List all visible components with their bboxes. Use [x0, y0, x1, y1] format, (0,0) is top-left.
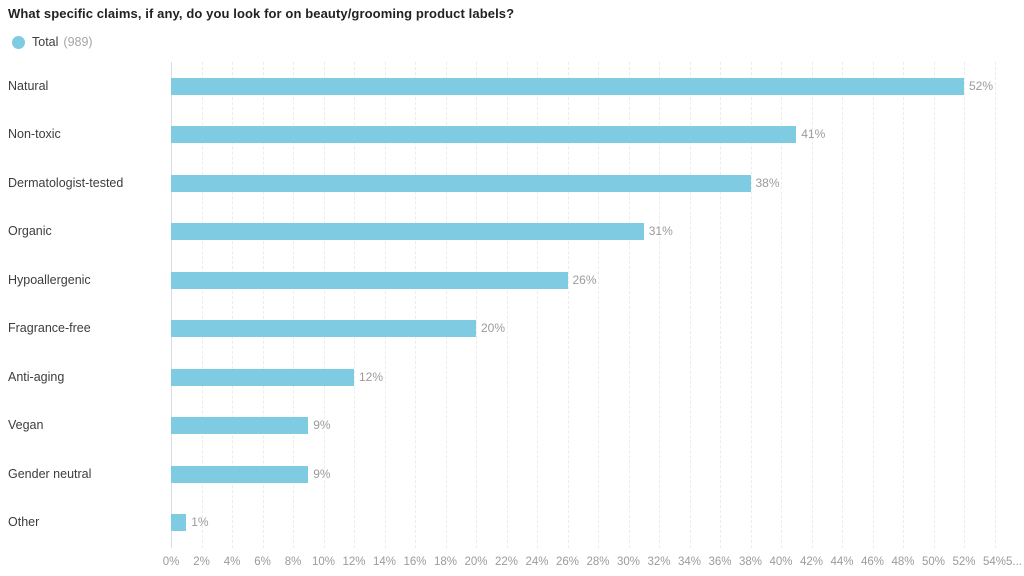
x-tick-label: 34% [677, 556, 702, 568]
bar-value-label: 31% [648, 224, 673, 239]
category-label: Anti-aging [8, 369, 65, 384]
gridline [933, 62, 935, 548]
x-tick-label: 26% [555, 556, 580, 568]
bar[interactable] [171, 514, 187, 532]
category-label: Vegan [8, 418, 44, 433]
gridline [537, 62, 538, 548]
x-tick-label: 14% [372, 556, 397, 568]
bar[interactable] [171, 126, 797, 144]
gridline [415, 62, 416, 548]
gridline [964, 62, 965, 548]
x-tick-label: 52% [952, 556, 976, 568]
category-label: Organic [8, 224, 52, 239]
x-tick-label: 44% [830, 556, 854, 568]
gridline [750, 62, 752, 548]
gridline [659, 62, 660, 548]
bar-value-label: 52% [969, 79, 994, 93]
x-tick-label: 4% [223, 556, 241, 568]
x-tick-label: 20% [464, 556, 488, 568]
legend-count: (989) [63, 35, 93, 49]
legend-label: Total [32, 35, 59, 49]
gridline [903, 62, 904, 548]
category-label: Natural [8, 79, 49, 93]
bar-value-label: 26% [572, 272, 597, 287]
category-label: Hypoallergenic [8, 272, 91, 287]
category-label: Other [8, 515, 40, 530]
x-tick-label: 8% [284, 556, 302, 568]
x-tick-label: 40% [769, 556, 793, 568]
gridline [232, 62, 233, 548]
gridline [262, 62, 264, 548]
bar-value-label: 20% [481, 321, 506, 336]
gridline [811, 62, 813, 548]
gridline [994, 62, 996, 548]
x-tick-label: 24% [525, 556, 549, 568]
category-label: Gender neutral [8, 466, 92, 481]
x-tick-label: 18% [433, 556, 458, 568]
legend-dot-icon [12, 35, 25, 49]
gridline [689, 62, 691, 548]
bar-value-label: 41% [801, 127, 826, 142]
bar-value-label: 1% [191, 515, 209, 530]
x-tick-label: 6% [254, 556, 271, 568]
x-tick-label: 10% [311, 556, 336, 568]
bar[interactable] [171, 368, 354, 386]
gridline [842, 62, 843, 548]
x-tick-label: 38% [738, 556, 763, 568]
gridline [445, 62, 447, 548]
gridline [720, 62, 721, 548]
bar[interactable] [171, 417, 309, 435]
legend-item-total[interactable]: Total (989) [12, 35, 93, 49]
gridline [201, 62, 203, 548]
gridline [384, 62, 386, 548]
x-tick-label: 12% [342, 556, 366, 568]
bar-value-label: 12% [359, 369, 384, 384]
x-tick-label: 0% [162, 556, 180, 568]
x-tick-label: 28% [586, 556, 610, 568]
x-tick-label: 2% [193, 556, 210, 568]
bar-value-label: 9% [313, 418, 331, 433]
x-tick-label: 48% [891, 556, 915, 568]
bar[interactable] [171, 174, 751, 192]
gridline [781, 62, 782, 548]
bar-value-label: 9% [313, 466, 331, 481]
x-tick-label: 54% [982, 556, 1007, 568]
x-tick-label: 46% [860, 556, 885, 568]
gridline [323, 62, 325, 548]
gridline [506, 62, 508, 548]
plot-area: 52% 41% 38% 31% 26% 20% 12% 9% 9% 1% [171, 62, 1024, 548]
category-label: Dermatologist-tested [8, 175, 124, 190]
x-tick-label: 36% [708, 556, 732, 568]
x-tick-label: 16% [403, 556, 427, 568]
bar[interactable] [171, 465, 309, 483]
gridline [628, 62, 630, 548]
bar[interactable] [171, 271, 568, 289]
bar[interactable] [171, 223, 644, 241]
gridline [293, 62, 294, 548]
gridline [354, 62, 355, 548]
gridline [598, 62, 599, 548]
x-tick-label: 5... [1006, 556, 1022, 568]
bar-value-label: 38% [755, 175, 780, 190]
x-axis: 0% 2% 4% 6% 8% 10% 12% 14% 16% 18% 20% 22% 24% 26% 28%… [163, 556, 1024, 572]
gridline [567, 62, 569, 548]
chart-title: What specific claims, if any, do you loo… [8, 6, 515, 21]
category-label: Non-toxic [8, 127, 61, 142]
x-tick-label: 22% [494, 556, 519, 568]
gridline [476, 62, 477, 548]
gridline [872, 62, 874, 548]
x-tick-label: 50% [921, 556, 946, 568]
category-label: Fragrance-free [8, 321, 91, 336]
y-axis-line [171, 62, 172, 548]
x-tick-label: 30% [616, 556, 641, 568]
bar[interactable] [171, 78, 964, 95]
x-tick-label: 42% [799, 556, 824, 568]
bar[interactable] [171, 320, 476, 338]
x-tick-label: 32% [647, 556, 671, 568]
